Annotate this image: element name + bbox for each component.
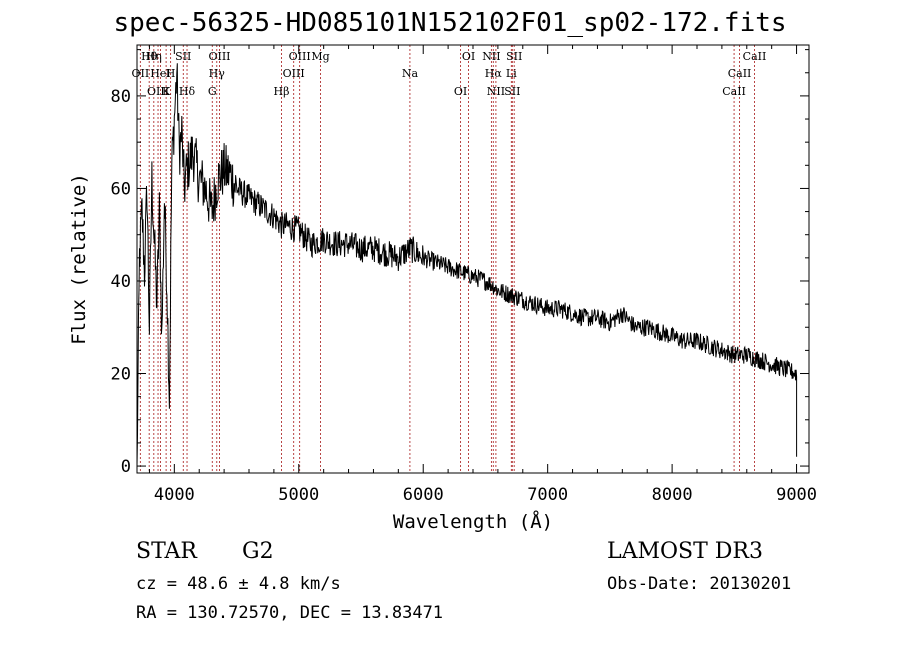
line-label-25: CaII [728,67,752,80]
line-label-23: NII [487,85,505,98]
line-label-6: SII [175,50,191,63]
line-label-13: OIII [283,67,305,80]
line-label-7: H [166,67,176,80]
emission-lines-layer [139,45,755,473]
y-tick-label-4: 80 [111,87,131,107]
observation-date: Obs-Date: 20130201 [607,574,792,594]
line-label-20: SII [504,85,520,98]
plot-frame [136,44,810,474]
line-label-24: SII [506,50,522,63]
x-axis-ticks: 4000 5000 6000 7000 8000 9000 [148,45,817,505]
line-label-11: G [208,85,217,98]
line-label-5: K [162,85,171,98]
x-axis-label: Wavelength (Å) [393,510,553,533]
y-axis-ticks: 0 20 40 60 80 [111,49,809,477]
line-label-2: OIII [147,85,169,98]
x-tick-label-2: 6000 [403,485,444,505]
line-label-0: Hθ [141,50,158,63]
line-labels-layer: Hθ OII OIII Hη HeI K SII HHδ OIII Hγ G OIII OIII Hβ Mg… [132,50,767,98]
y-tick-label-2: 40 [111,272,131,292]
line-label-15: Mg [311,50,329,63]
line-label-16: Na [402,67,419,80]
x-tick-label-0: 4000 [154,485,195,505]
line-label-3: Hη [146,50,162,63]
line-label-26: CaII [722,85,746,98]
object-class: STAR [136,539,197,564]
redshift-velocity: cz = 48.6 ± 4.8 km/s [136,574,341,594]
line-label-21: NII [482,50,500,63]
line-label-14: Hβ [274,85,290,98]
line-label-4: HeI [150,67,170,80]
spectrum-series-line [136,63,798,467]
x-tick-label-3: 7000 [527,485,568,505]
x-tick-label-1: 5000 [278,485,319,505]
line-label-10: Hγ [209,67,226,80]
y-tick-label-3: 60 [111,179,131,199]
survey-name: LAMOST DR3 [607,539,763,564]
line-label-1: OII [132,67,150,80]
y-tick-label-0: 0 [121,457,131,477]
line-label-8: Hδ [179,85,196,98]
line-label-9: OIII [208,50,230,63]
y-tick-label-1: 20 [111,365,131,385]
x-tick-label-4: 8000 [652,485,693,505]
line-label-22: Li [506,67,517,80]
object-subclass: G2 [242,539,274,564]
x-tick-label-5: 9000 [776,485,817,505]
chart-title: spec-56325-HD085101N152102F01_sp02-172.f… [113,8,787,38]
line-label-19: Hα [485,67,503,80]
sky-coordinates: RA = 130.72570, DEC = 13.83471 [136,603,444,623]
line-label-12: OIII [289,50,311,63]
line-label-17: OI [454,85,467,98]
line-label-27: CaII [743,50,767,63]
y-axis-label: Flux (relative) [68,173,90,345]
line-label-18: OI [462,50,475,63]
